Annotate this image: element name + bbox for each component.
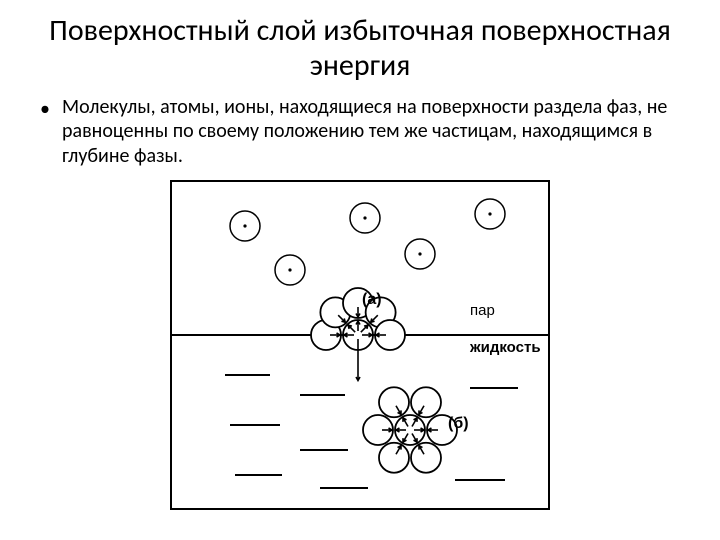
- svg-text:пар: пар: [470, 302, 495, 319]
- slide: Поверхностный слой избыточная поверхност…: [0, 0, 720, 540]
- svg-text:(б): (б): [448, 415, 469, 432]
- figure-container: (а) (б) пар жидкость: [40, 180, 680, 510]
- bullet-item: • Молекулы, атомы, ионы, находящиеся на …: [40, 95, 680, 168]
- phase-diagram: (а) (б) пар жидкость: [170, 180, 550, 510]
- svg-text:жидкость: жидкость: [469, 339, 541, 356]
- bullet-marker: •: [40, 95, 62, 121]
- slide-title: Поверхностный слой избыточная поверхност…: [40, 14, 680, 83]
- bullet-text: Молекулы, атомы, ионы, находящиеся на по…: [62, 95, 680, 168]
- svg-text:(а): (а): [362, 291, 382, 308]
